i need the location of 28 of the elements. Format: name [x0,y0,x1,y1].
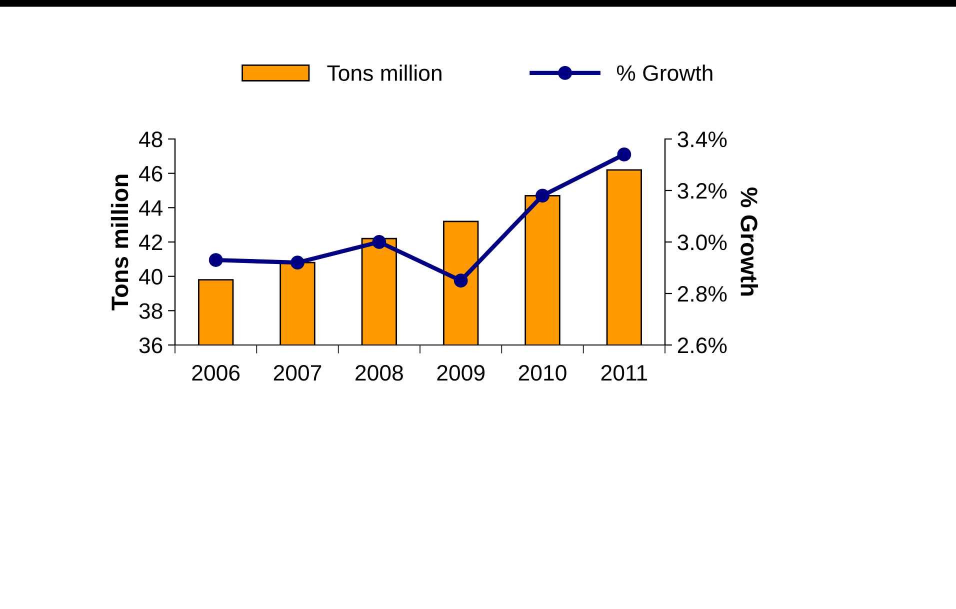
y2-tick-label: 2.6% [678,338,727,354]
point [536,188,550,203]
point [454,274,468,288]
y-tick-label: 40 [138,268,162,285]
y-axis-title: Tons million [110,174,128,310]
y-tick-label: 48 [138,132,162,148]
point [290,256,304,270]
y-tick-label: 46 [138,166,162,182]
y-tick-label: 38 [139,303,162,319]
y2-tick-label: 3.0% [678,234,727,250]
legend-label: Tons million [327,64,442,81]
x-tick-label: 2010 [518,365,566,381]
x-tick-label: 2006 [192,365,240,381]
legend-label: % Growth [616,64,712,81]
y2-tick-label: 3.2% [678,183,727,199]
point [617,148,632,162]
x-tick-label: 2007 [274,365,322,381]
x-tick-label: 2009 [437,365,484,381]
y-tick-label: 36 [139,338,162,354]
y2-axis-title: % Growth [740,187,758,296]
point [208,253,223,267]
y-tick-label: 44 [138,200,163,216]
y2-tick-label: 2.8% [678,286,727,302]
x-tick-label: 2008 [356,365,403,381]
y-tick-label: 42 [138,234,162,250]
y2-tick-label: 3.4% [678,132,727,148]
x-tick-label: 2011 [601,365,647,381]
point [372,235,386,249]
